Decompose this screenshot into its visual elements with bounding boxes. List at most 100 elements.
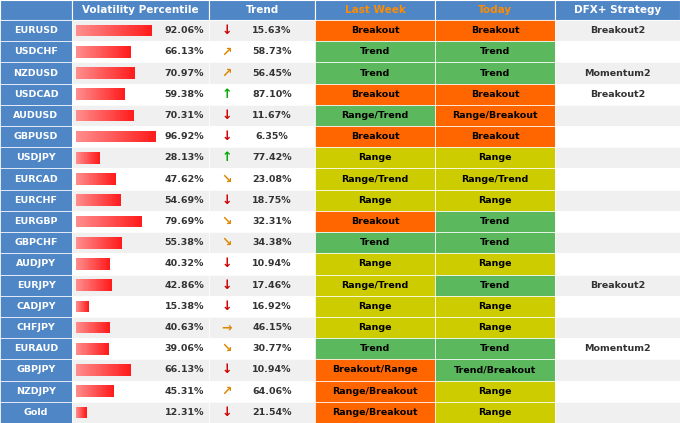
Bar (96, 216, 99, 227)
Bar (90, 364, 92, 376)
Text: Trend: Trend (245, 5, 279, 15)
Text: AUDJPY: AUDJPY (16, 259, 56, 269)
Bar (123, 364, 125, 376)
Bar (108, 258, 109, 270)
Text: EURUSD: EURUSD (14, 26, 58, 35)
Bar (78, 67, 80, 79)
Bar (112, 364, 114, 376)
Text: Trend: Trend (360, 47, 390, 56)
Bar (76, 237, 78, 249)
Bar (78, 300, 79, 312)
Bar (139, 25, 142, 36)
Bar (121, 46, 124, 58)
Bar (72, 253, 209, 275)
Bar (94, 322, 95, 333)
Bar (84, 343, 86, 354)
Bar (88, 343, 89, 354)
Bar (107, 195, 109, 206)
Bar (101, 385, 103, 397)
Bar (0, 275, 72, 296)
Bar (90, 88, 92, 100)
Bar (107, 173, 109, 185)
Bar (85, 407, 86, 418)
Bar (88, 195, 90, 206)
Bar (92, 258, 93, 270)
Bar (555, 41, 680, 63)
Bar (76, 407, 77, 418)
Bar (99, 343, 101, 354)
Text: ↘: ↘ (222, 342, 233, 355)
Bar (99, 385, 101, 397)
Bar (80, 300, 81, 312)
Bar (82, 173, 84, 185)
Bar (104, 322, 105, 333)
Bar (76, 195, 78, 206)
Bar (80, 279, 81, 291)
Bar (105, 216, 107, 227)
Text: 15.63%: 15.63% (252, 26, 292, 35)
Text: 45.31%: 45.31% (165, 387, 204, 396)
Bar (0, 105, 72, 126)
Bar (110, 46, 113, 58)
Text: 66.13%: 66.13% (165, 365, 204, 374)
Bar (92, 195, 95, 206)
Bar (209, 275, 315, 296)
Bar (88, 173, 90, 185)
Bar (80, 364, 82, 376)
Bar (80, 385, 82, 397)
Text: ↑: ↑ (222, 88, 233, 101)
Bar (72, 381, 209, 402)
Bar (76, 173, 78, 185)
Bar (92, 343, 94, 354)
Bar (101, 173, 103, 185)
Bar (92, 279, 94, 291)
Bar (82, 343, 83, 354)
Bar (0, 360, 72, 381)
Bar (0, 296, 72, 317)
Bar (97, 385, 99, 397)
Bar (92, 67, 94, 79)
Bar (78, 25, 82, 36)
Bar (97, 152, 98, 164)
Bar (116, 195, 118, 206)
Text: ↓: ↓ (222, 130, 233, 143)
Bar (435, 147, 555, 168)
Bar (96, 173, 97, 185)
Bar (315, 232, 435, 253)
Text: 64.06%: 64.06% (252, 387, 292, 396)
Bar (90, 46, 92, 58)
Bar (118, 364, 120, 376)
Bar (99, 364, 102, 376)
Bar (0, 147, 72, 168)
Text: 23.08%: 23.08% (252, 175, 292, 184)
Text: Trend: Trend (480, 69, 510, 77)
Bar (107, 46, 109, 58)
Bar (76, 88, 78, 100)
Bar (95, 195, 97, 206)
Bar (315, 63, 435, 84)
Bar (95, 385, 97, 397)
Bar (85, 300, 86, 312)
Bar (112, 88, 114, 100)
Bar (96, 237, 98, 249)
Bar (86, 237, 88, 249)
Bar (92, 385, 94, 397)
Bar (109, 25, 112, 36)
Bar (209, 402, 315, 423)
Bar (104, 279, 106, 291)
Bar (114, 46, 116, 58)
Bar (435, 381, 555, 402)
Bar (112, 46, 114, 58)
Bar (80, 67, 82, 79)
Bar (85, 46, 87, 58)
Bar (114, 88, 116, 100)
Bar (120, 364, 122, 376)
Bar (117, 88, 119, 100)
Bar (105, 385, 106, 397)
Bar (85, 216, 88, 227)
Bar (555, 126, 680, 147)
Bar (87, 322, 89, 333)
Bar (97, 195, 99, 206)
Bar (98, 258, 100, 270)
Bar (79, 407, 80, 418)
